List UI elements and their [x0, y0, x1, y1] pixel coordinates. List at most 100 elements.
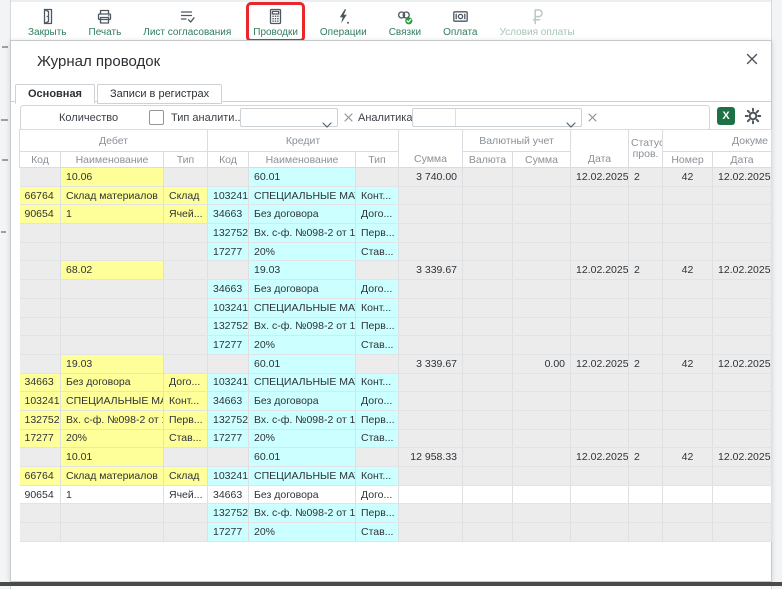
cell-kt[interactable]: Дого...: [356, 485, 399, 504]
cell-kt[interactable]: Став...: [356, 523, 399, 542]
cell-dk[interactable]: 132752: [20, 410, 61, 429]
cell-dn[interactable]: [61, 317, 164, 336]
cell-st[interactable]: [629, 373, 663, 392]
cell-dt[interactable]: [164, 317, 208, 336]
cell-dn[interactable]: СПЕЦИАЛЬНЫЕ МАТ...: [61, 392, 164, 411]
cell-ddate[interactable]: [713, 485, 772, 504]
cell-st[interactable]: 2: [629, 261, 663, 280]
cell-sum[interactable]: [399, 224, 463, 243]
cell-dt[interactable]: [164, 448, 208, 467]
cell-kk[interactable]: [208, 261, 249, 280]
cell-kk[interactable]: 34663: [208, 280, 249, 299]
cell-kt[interactable]: Перв...: [356, 317, 399, 336]
cell-sum[interactable]: [399, 392, 463, 411]
cell-dk[interactable]: 90654: [20, 205, 61, 224]
cell-sum[interactable]: 3 339.67: [399, 354, 463, 373]
cell-ddate[interactable]: 12.02.2025: [713, 448, 772, 467]
cell-ddate[interactable]: 12.02.2025: [713, 261, 772, 280]
cell-ddate[interactable]: [713, 373, 772, 392]
table-row[interactable]: 132752Вх. с-ф. №098-2 от 12...Перв...: [20, 317, 772, 336]
close-icon[interactable]: [746, 53, 758, 65]
cell-sum[interactable]: [399, 280, 463, 299]
cell-dk[interactable]: 34663: [20, 373, 61, 392]
cell-cur[interactable]: [463, 467, 513, 486]
table-row[interactable]: 132752Вх. с-ф. №098-2 от 12...Перв...: [20, 224, 772, 243]
cell-date[interactable]: 12.02.2025: [571, 354, 629, 373]
cell-kk[interactable]: 132752: [208, 504, 249, 523]
cell-vsum[interactable]: [513, 298, 571, 317]
cell-num[interactable]: [663, 224, 713, 243]
cell-st[interactable]: [629, 186, 663, 205]
cell-num[interactable]: 42: [663, 168, 713, 187]
cell-st[interactable]: [629, 392, 663, 411]
toolbar-button-close[interactable]: Закрыть: [24, 5, 71, 39]
table-row[interactable]: 132752Вх. с-ф. №098-2 от 12...Перв...132…: [20, 410, 772, 429]
cell-sum[interactable]: [399, 298, 463, 317]
cell-ddate[interactable]: [713, 336, 772, 355]
cell-date[interactable]: [571, 485, 629, 504]
excel-export-icon[interactable]: X: [717, 107, 735, 125]
cell-dk[interactable]: [20, 280, 61, 299]
cell-cur[interactable]: [463, 373, 513, 392]
cell-ddate[interactable]: [713, 410, 772, 429]
cell-ddate[interactable]: [713, 317, 772, 336]
cell-num[interactable]: [663, 205, 713, 224]
cell-ddate[interactable]: [713, 467, 772, 486]
cell-date[interactable]: [571, 504, 629, 523]
cell-dt[interactable]: [164, 298, 208, 317]
cell-cur[interactable]: [463, 224, 513, 243]
cell-date[interactable]: [571, 336, 629, 355]
cell-kk[interactable]: 132752: [208, 410, 249, 429]
cell-num[interactable]: [663, 467, 713, 486]
cell-ddate[interactable]: [713, 224, 772, 243]
cell-cur[interactable]: [463, 186, 513, 205]
cell-num[interactable]: [663, 485, 713, 504]
cell-date[interactable]: [571, 280, 629, 299]
cell-date[interactable]: 12.02.2025: [571, 168, 629, 187]
cell-vsum[interactable]: [513, 410, 571, 429]
cell-st[interactable]: [629, 242, 663, 261]
cell-sum[interactable]: [399, 467, 463, 486]
cell-kn[interactable]: СПЕЦИАЛЬНЫЕ МАТ...: [249, 467, 356, 486]
cell-cur[interactable]: [463, 523, 513, 542]
cell-dn[interactable]: [61, 298, 164, 317]
cell-st[interactable]: [629, 298, 663, 317]
table-row[interactable]: 19.0360.013 339.670.0012.02.202524212.02…: [20, 354, 772, 373]
cell-kt[interactable]: Став...: [356, 336, 399, 355]
clear-analytics-icon[interactable]: [587, 112, 598, 123]
cell-date[interactable]: [571, 298, 629, 317]
toolbar-button-approval-sheet[interactable]: Лист согласования: [139, 5, 235, 39]
toolbar-button-print[interactable]: Печать: [85, 5, 126, 39]
cell-dk[interactable]: 17277: [20, 429, 61, 448]
cell-sum[interactable]: [399, 242, 463, 261]
cell-sum[interactable]: [399, 410, 463, 429]
table-row[interactable]: 1727720%Став...: [20, 242, 772, 261]
cell-dk[interactable]: [20, 242, 61, 261]
cell-kn[interactable]: Без договора: [249, 485, 356, 504]
cell-dn[interactable]: [61, 336, 164, 355]
cell-dn[interactable]: 1: [61, 485, 164, 504]
cell-ddate[interactable]: [713, 429, 772, 448]
cell-sum[interactable]: [399, 317, 463, 336]
cell-kk[interactable]: 132752: [208, 224, 249, 243]
cell-dt[interactable]: [164, 336, 208, 355]
table-row[interactable]: 906541Ячей...34663Без договораДого...: [20, 205, 772, 224]
cell-date[interactable]: [571, 242, 629, 261]
cell-kt[interactable]: Став...: [356, 429, 399, 448]
cell-vsum[interactable]: [513, 485, 571, 504]
cell-dk[interactable]: [20, 448, 61, 467]
cell-dk[interactable]: 66764: [20, 467, 61, 486]
cell-kn[interactable]: 60.01: [249, 354, 356, 373]
toolbar-button-postings[interactable]: Проводки: [249, 5, 302, 39]
cell-dn[interactable]: 20%: [61, 429, 164, 448]
cell-dk[interactable]: [20, 224, 61, 243]
cell-sum[interactable]: [399, 504, 463, 523]
cell-cur[interactable]: [463, 205, 513, 224]
toolbar-button-payment[interactable]: Оплата: [439, 5, 481, 39]
cell-ddate[interactable]: [713, 242, 772, 261]
cell-kn[interactable]: 20%: [249, 242, 356, 261]
cell-ddate[interactable]: 12.02.2025: [713, 168, 772, 187]
cell-num[interactable]: [663, 504, 713, 523]
cell-num[interactable]: [663, 298, 713, 317]
cell-dn[interactable]: 1: [61, 205, 164, 224]
